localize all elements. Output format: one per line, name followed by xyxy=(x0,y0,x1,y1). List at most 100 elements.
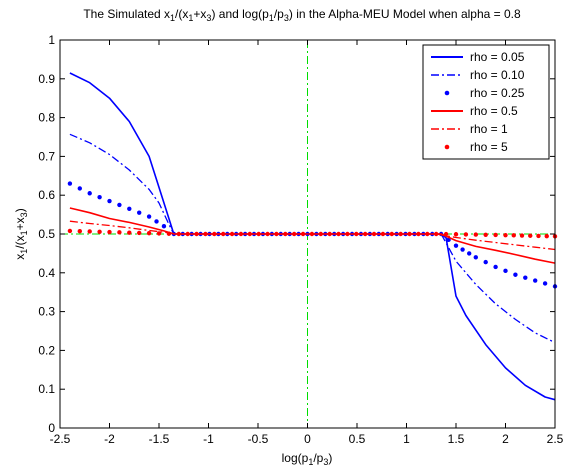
series-3 xyxy=(67,181,558,289)
series-3-marker xyxy=(503,268,508,274)
series-6-marker xyxy=(265,231,270,237)
series-4 xyxy=(69,207,556,264)
series-6-marker xyxy=(67,228,73,234)
series-3-marker xyxy=(77,186,83,191)
series-3-marker xyxy=(67,181,73,186)
series-6-marker xyxy=(300,231,306,237)
series-3-marker xyxy=(117,202,122,208)
series-3-marker xyxy=(493,264,498,270)
legend-item: rho = 0.10 xyxy=(431,68,525,82)
x-tick-label: 1 xyxy=(403,432,410,446)
chart-title: The Simulated x1/(x1+x3) and log(p1/p3) … xyxy=(83,7,521,23)
legend-item: rho = 0.5 xyxy=(431,104,518,118)
series-3-marker xyxy=(127,206,132,211)
series-3-marker xyxy=(483,259,488,265)
y-axis-label-part: +x xyxy=(13,217,27,230)
series-3-marker xyxy=(107,198,112,204)
y-tick-label: 0.1 xyxy=(38,382,55,396)
series-6-marker xyxy=(336,231,341,237)
series-3-marker xyxy=(542,281,548,286)
series-6-marker xyxy=(97,229,102,234)
y-axis-label-part: ) xyxy=(13,208,27,212)
series-6-marker xyxy=(309,231,315,237)
y-axis-label: x1/(x1+x3) xyxy=(13,208,29,259)
series-6-marker xyxy=(536,233,541,239)
x-axis-label-part: log(p xyxy=(282,451,309,465)
series-6 xyxy=(67,228,558,239)
chart-title-part: +x xyxy=(193,7,206,21)
series-6-marker xyxy=(185,231,190,237)
legend-label: rho = 0.5 xyxy=(470,104,518,118)
y-tick-label: 0.2 xyxy=(38,343,55,357)
series-3-marker xyxy=(97,194,102,200)
legend-marker xyxy=(444,90,450,96)
x-axis-label: log(p1/p3) xyxy=(282,451,333,467)
series-6-marker xyxy=(87,229,92,234)
series-6-marker xyxy=(203,231,208,237)
y-tick-label: 1 xyxy=(48,33,55,47)
y-axis-label-part: 3 xyxy=(19,212,29,217)
x-tick-label: -0.5 xyxy=(248,432,269,446)
chart-title-part: 1 xyxy=(170,13,175,23)
series-3-marker xyxy=(533,278,538,283)
series-6-marker xyxy=(247,231,253,237)
series-6-marker xyxy=(327,231,332,237)
legend-item: rho = 1 xyxy=(431,122,508,136)
x-tick-label: 2 xyxy=(502,432,509,446)
series-6-marker xyxy=(107,229,112,235)
x-tick-label: 2.5 xyxy=(547,432,564,446)
x-axis-label-part: ) xyxy=(328,451,332,465)
x-axis-label-part: 1 xyxy=(308,457,313,467)
series-6-marker xyxy=(389,231,395,237)
series-6-marker xyxy=(166,231,172,236)
series-6-marker xyxy=(519,233,525,238)
series-3-marker xyxy=(446,237,451,243)
y-axis-label-part: /(x xyxy=(13,235,27,248)
series-6-marker xyxy=(407,231,412,237)
chart-title-part: /(x xyxy=(175,7,188,21)
series-6-marker xyxy=(137,230,142,236)
series-6-marker xyxy=(434,231,439,237)
x-tick-label: -2.5 xyxy=(50,432,71,446)
series-3-marker xyxy=(513,272,518,277)
x-tick-label: -1 xyxy=(203,432,214,446)
series-6-marker xyxy=(156,231,162,236)
x-axis-label-part: 3 xyxy=(323,457,328,467)
legend: rho = 0.05 rho = 0.10 rho = 0.25 rho = 0.5 r… xyxy=(422,44,550,160)
legend-label: rho = 5 xyxy=(470,140,508,154)
y-axis-label-part: 1 xyxy=(19,249,29,254)
chart-title-part: 3 xyxy=(284,13,289,23)
series-6-marker xyxy=(425,231,430,237)
chart-title-part: 3 xyxy=(206,13,211,23)
x-tick-label: 0.5 xyxy=(349,432,366,446)
series-6-marker xyxy=(212,231,217,237)
series-6-marker xyxy=(483,232,488,237)
series-6-marker xyxy=(127,230,132,235)
series-6-marker xyxy=(528,233,533,238)
y-tick-label: 0.9 xyxy=(38,72,55,86)
series-5 xyxy=(69,220,556,251)
y-tick-label: 0.6 xyxy=(38,188,55,202)
series-3-marker xyxy=(87,191,92,196)
legend-marker xyxy=(444,144,450,150)
series-4-line xyxy=(69,207,556,264)
y-axis: 0 0.1 0.2 0.3 0.4 0.5 0.6 0.7 0.8 0.9 1 xyxy=(38,33,555,435)
series-6-marker xyxy=(117,230,122,235)
legend-label: rho = 0.05 xyxy=(470,50,525,64)
chart-title-part: ) in the Alpha-MEU Model when alpha = 0.… xyxy=(289,7,521,21)
x-axis: -2.5 -2 -1.5 -1 -0.5 0 0.5 1 1.5 2 2.5 xyxy=(50,40,564,446)
legend-box xyxy=(422,44,550,160)
legend-label: rho = 0.25 xyxy=(470,86,525,100)
series-6-marker xyxy=(220,231,226,237)
y-tick-label: 0 xyxy=(48,421,55,435)
series-3-marker xyxy=(161,224,167,229)
legend-item: rho = 0.05 xyxy=(431,50,525,64)
y-tick-label: 0.5 xyxy=(38,227,55,241)
series-6-marker xyxy=(354,231,359,237)
series-3-marker xyxy=(146,214,152,219)
chart-title-part: The Simulated x xyxy=(83,7,170,21)
series-6-marker xyxy=(318,231,324,237)
series-6-marker xyxy=(345,231,350,237)
x-tick-label: -1.5 xyxy=(149,432,170,446)
series-6-marker xyxy=(274,231,279,237)
